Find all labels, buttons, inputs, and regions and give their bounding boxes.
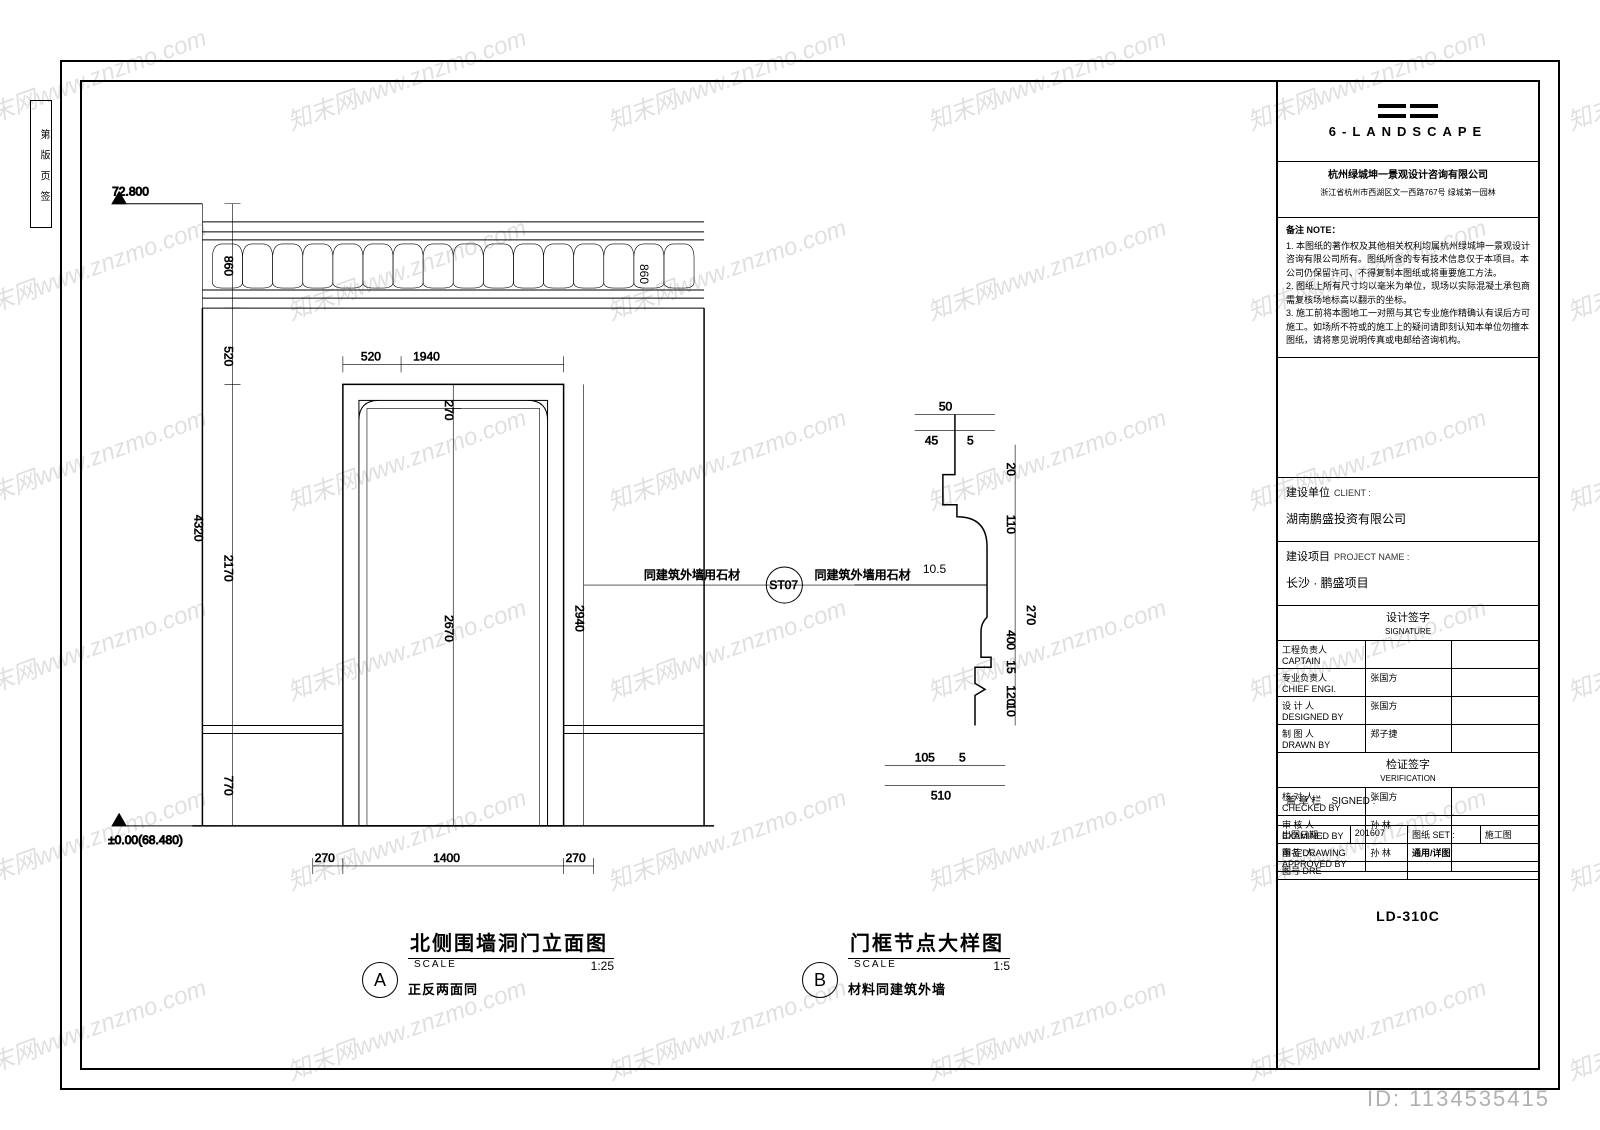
logo-cell: 6-LANDSCAPE bbox=[1278, 82, 1538, 162]
elevation-A: 72.800 ±0.00(68.480) bbox=[108, 185, 714, 874]
svg-text:10: 10 bbox=[1004, 703, 1018, 717]
svg-text:770: 770 bbox=[221, 776, 235, 796]
caption-title: 北侧围墙洞门立面图 bbox=[408, 927, 614, 959]
firm-name: 杭州绿城坤一景观设计咨询有限公司 bbox=[1286, 168, 1530, 183]
project-cell: 建设项目 PROJECT NAME : 长沙 · 鹏盛项目 bbox=[1278, 542, 1538, 606]
issue-row: 图号 DRE bbox=[1278, 862, 1538, 880]
svg-text:270: 270 bbox=[566, 851, 586, 865]
svg-text:270: 270 bbox=[315, 851, 335, 865]
client-cell: 建设单位 CLIENT : 湖南鹏盛投资有限公司 bbox=[1278, 478, 1538, 542]
svg-text:1940: 1940 bbox=[413, 349, 440, 363]
sig-verify-head: 检证签字VERIFICATION bbox=[1278, 753, 1538, 788]
sig-design-head: 设计签字SIGNATURE bbox=[1278, 606, 1538, 641]
image-id-badge: ID: 1134535415 bbox=[1367, 1086, 1550, 1112]
svg-text:4320: 4320 bbox=[191, 515, 205, 542]
project-label-en: PROJECT NAME : bbox=[1334, 552, 1409, 562]
sig-row: 工程负责人CAPTAIN bbox=[1278, 641, 1538, 669]
blank-cell bbox=[1278, 358, 1538, 478]
caption-subtitle: 正反两面同 bbox=[408, 979, 614, 998]
svg-text:2940: 2940 bbox=[573, 605, 587, 632]
svg-text:2170: 2170 bbox=[221, 555, 235, 582]
drawing-svg: 72.800 ±0.00(68.480) bbox=[82, 82, 1276, 1068]
caption-title: 门框节点大样图 bbox=[848, 927, 1010, 959]
sig-row: 制 图 人DRAWN BY郑子捷 bbox=[1278, 725, 1538, 753]
svg-text:510: 510 bbox=[931, 789, 951, 803]
project-label: 建设项目 bbox=[1286, 551, 1330, 563]
svg-text:520: 520 bbox=[221, 346, 235, 366]
signature-block: 设计签字SIGNATURE 工程负责人CAPTAIN 专业负责人CHIEF EN… bbox=[1278, 606, 1538, 786]
caption-scale-label: SCALE bbox=[414, 959, 457, 975]
svg-text:50: 50 bbox=[939, 399, 953, 413]
client-value: 湖南鹏盛投资有限公司 bbox=[1286, 510, 1530, 527]
svg-text:72.800: 72.800 bbox=[112, 185, 149, 199]
svg-text:40: 40 bbox=[1004, 630, 1018, 644]
logo-icon bbox=[1378, 104, 1438, 108]
drawing-sheet: 第 版 页 签 6-LANDSCAPE 杭州绿城坤一景观设计咨询有限公司 浙江省… bbox=[0, 0, 1600, 1130]
svg-text:105: 105 bbox=[915, 751, 935, 765]
drawing-area: 72.800 ±0.00(68.480) bbox=[82, 82, 1276, 1068]
sig-row: 专业负责人CHIEF ENGI.张国方 bbox=[1278, 669, 1538, 697]
note-item: 3. 施工前将本图地工一对照与其它专业施作精确认有误后方可施工。如场所不符或的施… bbox=[1286, 307, 1530, 348]
svg-text:270: 270 bbox=[442, 400, 456, 420]
caption-subtitle: 材料同建筑外墙 bbox=[848, 979, 1010, 998]
detail-B: ST07 同建筑外墙用石材 同建筑外墙用石材 50 45 5 20 110 bbox=[584, 399, 1038, 802]
project-value: 长沙 · 鹏盛项目 bbox=[1286, 574, 1530, 591]
notes-title: 备注 NOTE： bbox=[1286, 224, 1530, 238]
caption-scale: 1:25 bbox=[591, 959, 614, 975]
caption-bubble: B bbox=[802, 962, 838, 998]
caption-scale-label: SCALE bbox=[854, 959, 897, 975]
note-item: 2. 图纸上所有尺寸均以毫米为单位，现场以实际混凝土承包商需复核场地标高以翻示的… bbox=[1286, 280, 1530, 307]
svg-text:1400: 1400 bbox=[433, 851, 460, 865]
svg-text:10.5: 10.5 bbox=[923, 562, 947, 576]
svg-text:860: 860 bbox=[637, 264, 651, 284]
svg-text:0: 0 bbox=[1004, 643, 1018, 650]
logo-text: 6-LANDSCAPE bbox=[1329, 124, 1487, 139]
svg-text:270: 270 bbox=[1024, 605, 1038, 625]
svg-text:20: 20 bbox=[1004, 463, 1018, 477]
svg-text:520: 520 bbox=[361, 349, 381, 363]
svg-text:5: 5 bbox=[959, 751, 966, 765]
caption-B: B 门框节点大样图 SCALE 1:5 材料同建筑外墙 bbox=[802, 927, 1010, 998]
sig-row: 设 计 人DESIGNED BY张国方 bbox=[1278, 697, 1538, 725]
caption-A: A 北侧围墙洞门立面图 SCALE 1:25 正反两面同 bbox=[362, 927, 614, 998]
logo-icon bbox=[1378, 114, 1438, 118]
note-item: 1. 本图纸的著作权及其他相关权利均属杭州绿城坤一景观设计咨询有限公司所有。图纸… bbox=[1286, 240, 1530, 281]
svg-text:860: 860 bbox=[221, 256, 235, 276]
svg-text:2670: 2670 bbox=[442, 615, 456, 642]
issue-row: 图名 DRAWING通用/详图 bbox=[1278, 844, 1538, 862]
svg-text:15: 15 bbox=[1004, 660, 1018, 674]
client-label-en: CLIENT : bbox=[1334, 488, 1371, 498]
svg-text:±0.00(68.480): ±0.00(68.480) bbox=[108, 833, 183, 847]
firm-addr: 浙江省杭州市西湖区文一西路767号 绿城第一园林 bbox=[1286, 187, 1530, 199]
svg-text:5: 5 bbox=[967, 434, 974, 448]
side-revision-tab: 第 版 页 签 bbox=[30, 100, 52, 228]
svg-text:ST07: ST07 bbox=[769, 578, 798, 592]
svg-text:45: 45 bbox=[925, 434, 939, 448]
caption-bubble: A bbox=[362, 962, 398, 998]
caption-scale: 1:5 bbox=[993, 959, 1010, 975]
svg-text:110: 110 bbox=[1004, 515, 1018, 534]
svg-text:同建筑外墙用石材: 同建筑外墙用石材 bbox=[644, 567, 740, 582]
notes-cell: 备注 NOTE： 1. 本图纸的著作权及其他相关权利均属杭州绿城坤一景观设计咨询… bbox=[1278, 218, 1538, 358]
firm-cell: 杭州绿城坤一景观设计咨询有限公司 浙江省杭州市西湖区文一西路767号 绿城第一园… bbox=[1278, 162, 1538, 218]
issue-row: 出图日期 :201607 图纸 SET :施工图 bbox=[1278, 826, 1538, 844]
client-label: 建设单位 bbox=[1286, 487, 1330, 499]
title-block: 6-LANDSCAPE 杭州绿城坤一景观设计咨询有限公司 浙江省杭州市西湖区文一… bbox=[1276, 82, 1538, 1068]
drawing-number: LD-310C bbox=[1278, 896, 1538, 936]
svg-text:同建筑外墙用石材: 同建筑外墙用石材 bbox=[814, 567, 910, 582]
